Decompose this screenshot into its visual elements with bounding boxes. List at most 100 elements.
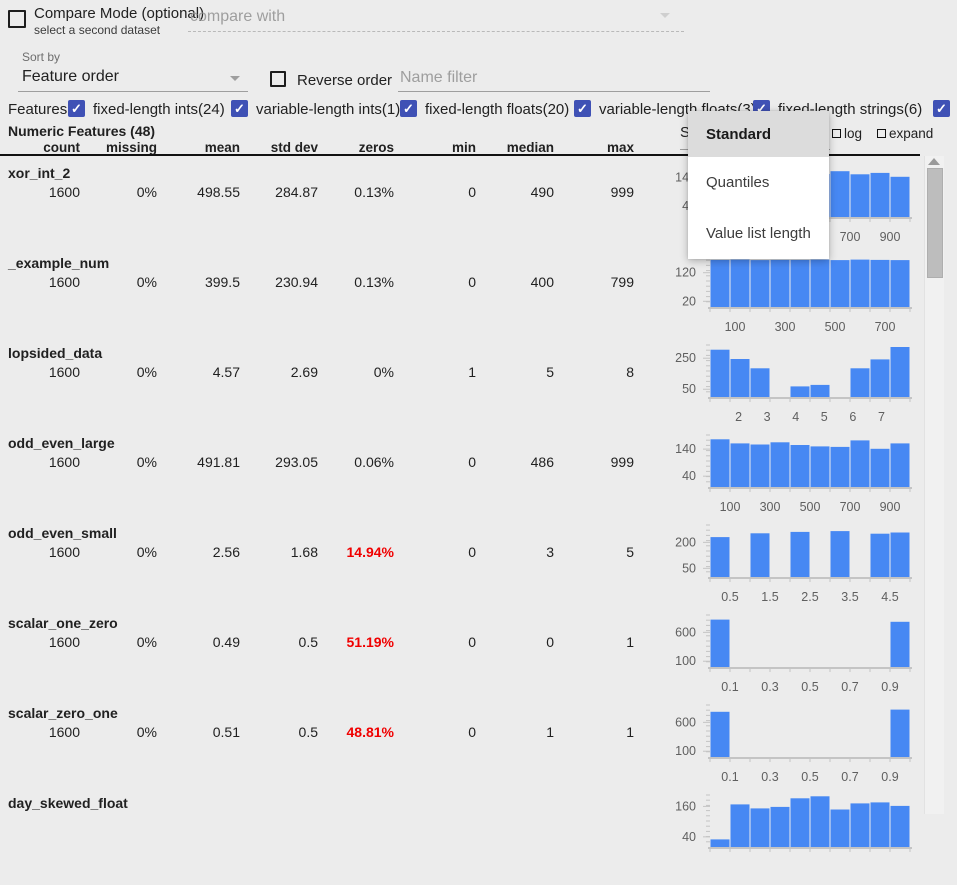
- svg-text:100: 100: [725, 320, 746, 334]
- feature-row: day_skewed_float 40 160: [0, 790, 924, 880]
- histogram-bar[interactable]: [750, 260, 770, 307]
- histogram-bar[interactable]: [750, 444, 770, 488]
- histogram-bar[interactable]: [890, 621, 910, 667]
- histogram-bar[interactable]: [810, 796, 830, 847]
- histogram-bar[interactable]: [790, 386, 810, 397]
- sort-by-dropdown-icon[interactable]: [230, 76, 240, 81]
- histogram-bar[interactable]: [870, 448, 890, 487]
- histogram-bar[interactable]: [750, 808, 770, 847]
- feature-type-checkbox[interactable]: ✓: [231, 100, 248, 117]
- stat-std_dev: 2.69: [290, 364, 318, 380]
- scrollbar-track[interactable]: [924, 156, 944, 814]
- svg-text:3: 3: [764, 410, 771, 424]
- histogram-bar[interactable]: [710, 537, 730, 577]
- menu-item-quantiles[interactable]: Quantiles: [706, 173, 770, 191]
- scrollbar-thumb[interactable]: [927, 168, 943, 278]
- histogram-bar[interactable]: [850, 259, 870, 307]
- stat-missing: 0%: [136, 634, 157, 650]
- histogram-bar[interactable]: [770, 259, 790, 307]
- sort-by-select[interactable]: Feature order: [22, 68, 119, 85]
- histogram-bar[interactable]: [890, 347, 910, 397]
- histogram-bar[interactable]: [890, 709, 910, 757]
- histogram-bar[interactable]: [830, 531, 850, 577]
- histogram-bar[interactable]: [730, 443, 750, 487]
- histogram-bar[interactable]: [890, 443, 910, 487]
- reverse-order-checkbox[interactable]: [270, 71, 286, 87]
- menu-item-standard[interactable]: Standard: [688, 111, 829, 157]
- histogram-bar[interactable]: [830, 809, 850, 848]
- compare-mode-checkbox[interactable]: [8, 10, 26, 28]
- histogram-bar[interactable]: [850, 803, 870, 847]
- sort-by-underline: [18, 91, 248, 92]
- feature-type-checkbox[interactable]: ✓: [68, 100, 85, 117]
- stat-min: 0: [468, 274, 476, 290]
- histogram-chart: 50 250 2 3 4 5 6 7: [675, 344, 912, 424]
- histogram-bar[interactable]: [810, 384, 830, 397]
- histogram-bar[interactable]: [730, 259, 750, 307]
- histogram-bar[interactable]: [890, 532, 910, 578]
- histogram-bar[interactable]: [710, 439, 730, 487]
- histogram-bar[interactable]: [850, 174, 870, 217]
- histogram-bar[interactable]: [890, 805, 910, 847]
- feature-row: odd_even_small 1600 0% 2.56 1.68 14.94% 0 3 5 50 2…: [0, 520, 924, 610]
- svg-text:700: 700: [840, 230, 861, 244]
- log-checkbox[interactable]: [832, 129, 841, 138]
- histogram-bar[interactable]: [870, 172, 890, 217]
- histogram-bar[interactable]: [870, 359, 890, 397]
- histogram-bar[interactable]: [830, 446, 850, 487]
- compare-with-input[interactable]: [190, 8, 660, 26]
- histogram-bar[interactable]: [830, 260, 850, 307]
- histogram-bar[interactable]: [850, 440, 870, 487]
- histogram-bar[interactable]: [810, 446, 830, 487]
- stat-median: 0: [546, 634, 554, 650]
- expand-checkbox[interactable]: [877, 129, 886, 138]
- histogram-bar[interactable]: [710, 619, 730, 667]
- histogram-bar[interactable]: [790, 531, 810, 577]
- name-filter-input[interactable]: [400, 69, 700, 87]
- histogram-bar[interactable]: [790, 445, 810, 487]
- svg-text:100: 100: [675, 744, 696, 758]
- histogram-bar[interactable]: [810, 259, 830, 307]
- histogram-bar[interactable]: [710, 711, 730, 757]
- stat-count: 1600: [48, 634, 80, 650]
- menu-item-value-list-length[interactable]: Value list length: [706, 224, 811, 242]
- histogram-bar[interactable]: [890, 176, 910, 217]
- histogram-bar[interactable]: [870, 533, 890, 577]
- histogram-bar[interactable]: [770, 806, 790, 847]
- svg-text:300: 300: [760, 500, 781, 514]
- stat-median: 486: [530, 454, 554, 470]
- compare-with-dropdown-icon[interactable]: [660, 13, 670, 18]
- svg-text:200: 200: [675, 535, 696, 549]
- feature-type-checkbox[interactable]: ✓: [574, 100, 591, 117]
- stat-count: 1600: [48, 724, 80, 740]
- svg-text:500: 500: [800, 500, 821, 514]
- histogram-bar[interactable]: [870, 802, 890, 847]
- scrollbar-up-arrow-icon[interactable]: [928, 158, 940, 165]
- histogram-bar[interactable]: [750, 368, 770, 397]
- histogram-bar[interactable]: [750, 533, 770, 577]
- svg-text:160: 160: [675, 799, 696, 813]
- histogram-bar[interactable]: [730, 804, 750, 847]
- stat-min: 0: [468, 184, 476, 200]
- histogram-bar[interactable]: [790, 798, 810, 847]
- feature-row: lopsided_data 1600 0% 4.57 2.69 0% 1 5 8 50 250 2 3 4…: [0, 340, 924, 430]
- histogram-bar[interactable]: [890, 260, 910, 307]
- histogram-chart: 100 600 0.1 0.3 0.5 0.7 0.9: [675, 614, 912, 694]
- histogram-bar[interactable]: [770, 442, 790, 487]
- stat-median: 5: [546, 364, 554, 380]
- histogram-bar[interactable]: [830, 171, 850, 217]
- histogram-bar[interactable]: [710, 349, 730, 397]
- feature-type-label: variable-length ints(1): [256, 101, 401, 118]
- histogram-container: 50 250 2 3 4 5 6 7: [660, 340, 922, 435]
- histogram-bar[interactable]: [870, 259, 890, 307]
- svg-text:2: 2: [735, 410, 742, 424]
- svg-text:100: 100: [720, 500, 741, 514]
- svg-text:50: 50: [682, 561, 696, 575]
- histogram-bar[interactable]: [850, 368, 870, 397]
- histogram-bar[interactable]: [710, 259, 730, 307]
- histogram-bar[interactable]: [790, 259, 810, 307]
- feature-type-checkbox[interactable]: ✓: [933, 100, 950, 117]
- histogram-bar[interactable]: [710, 839, 730, 847]
- feature-type-checkbox[interactable]: ✓: [400, 100, 417, 117]
- histogram-bar[interactable]: [730, 359, 750, 397]
